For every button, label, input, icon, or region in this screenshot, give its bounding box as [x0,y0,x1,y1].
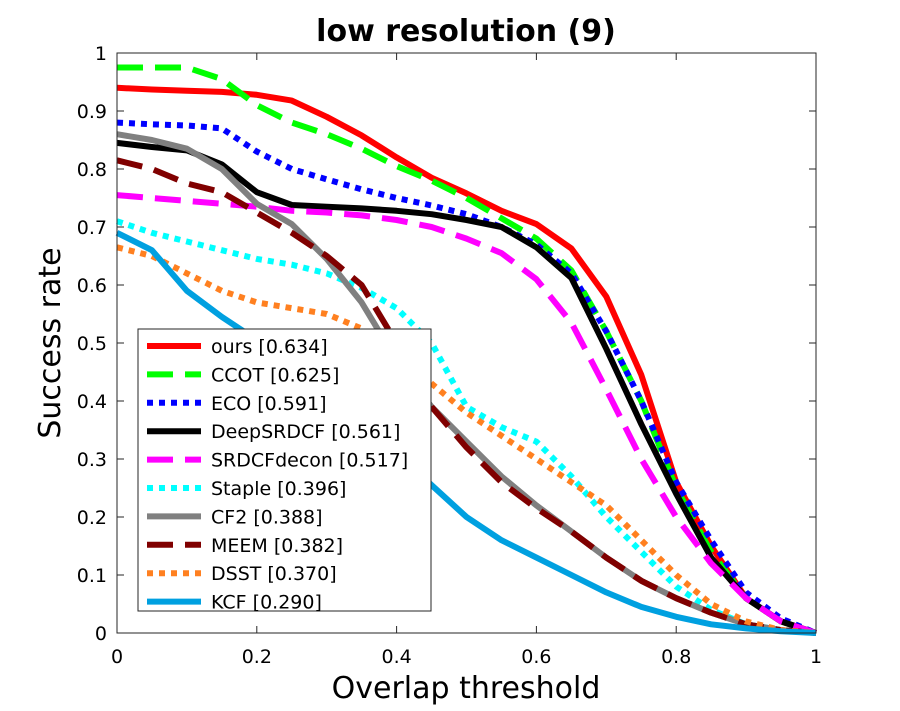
y-tick-label: 0.6 [77,275,107,297]
series-line-4 [116,192,817,636]
legend-label-8: DSST [0.370] [211,563,337,585]
x-tick-label: 0.6 [521,646,551,668]
y-tick-label: 0.5 [77,333,107,355]
legend-label-2: ECO [0.591] [211,393,326,415]
y-tick-label: 0.7 [77,217,107,239]
legend-label-0: ours [0.634] [211,336,328,358]
y-tick-label: 0.2 [77,507,107,529]
x-tick-label: 0.2 [242,646,272,668]
x-tick-label: 1 [810,646,822,668]
legend: ours [0.634] CCOT [0.625] ECO [0.591] DeepS… [137,328,432,614]
legend-label-9: KCF [0.290] [211,592,322,614]
series-line-9 [115,230,817,636]
y-tick-label: 0.9 [77,101,107,123]
y-axis-label: Success rate [33,247,68,438]
y-tick-label: 0 [95,623,107,645]
series-line-5 [116,218,817,636]
tick-layer: 0 0.2 0.4 0.6 0.8 1 0 0.1 0.2 0.3 0.4 0.5 0.6 0.7 0.8 0… [77,43,822,668]
legend-label-5: Staple [0.396] [211,478,346,500]
legend-label-1: CCOT [0.625] [211,364,339,386]
legend-box [137,328,432,612]
x-tick-label: 0.8 [661,646,691,668]
legend-label-6: CF2 [0.388] [211,506,323,528]
y-tick-label: 0.1 [77,565,107,587]
y-tick-label: 1 [95,43,107,65]
x-tick-label: 0 [111,646,123,668]
x-tick-label: 0.4 [381,646,411,668]
legend-label-7: MEEM [0.382] [211,535,343,557]
series-layer [115,64,818,636]
series-line-3 [116,139,817,636]
series-line-7 [116,157,817,636]
y-tick-label: 0.8 [77,159,107,181]
series-line-6 [116,131,817,636]
x-axis-label: Overlap threshold [332,671,601,706]
legend-label-3: DeepSRDCF [0.561] [211,421,400,443]
chart-title: low resolution (9) [316,14,616,49]
y-tick-label: 0.3 [77,449,107,471]
y-tick-label: 0.4 [77,391,107,413]
legend-label-4: SRDCFdecon [0.517] [211,450,408,472]
